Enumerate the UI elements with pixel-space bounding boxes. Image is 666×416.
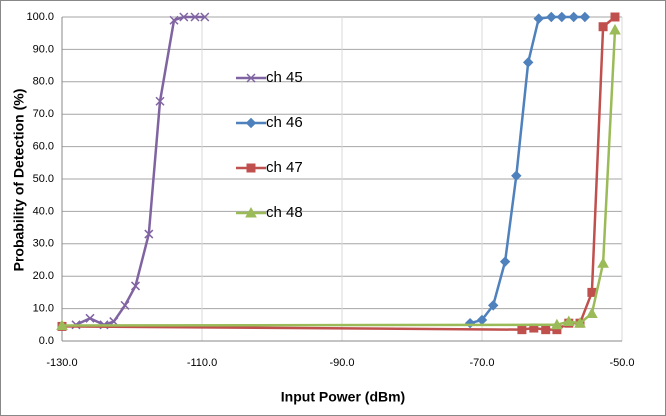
marker [190, 12, 200, 22]
legend-marker [246, 73, 256, 83]
y-tick-label: 60.0 [33, 141, 54, 153]
marker [562, 315, 575, 327]
y-tick-label: 90.0 [33, 43, 54, 55]
legend-marker [245, 206, 257, 218]
y-axis-title: Probability of Detection (%) [11, 89, 27, 272]
marker [155, 96, 165, 106]
marker [610, 12, 620, 22]
marker [568, 11, 579, 23]
y-tick-label: 0.0 [39, 335, 54, 347]
marker [179, 12, 189, 22]
y-tick-label: 30.0 [33, 238, 54, 250]
y-tick-label: 10.0 [33, 303, 54, 315]
marker [487, 300, 499, 311]
y-tick-label: 40.0 [33, 205, 54, 217]
y-tick-label: 20.0 [33, 270, 54, 282]
legend-label: ch 46 [266, 114, 303, 131]
legend-marker [245, 117, 257, 129]
marker [511, 170, 522, 181]
marker [85, 313, 95, 323]
legend-label: ch 47 [266, 159, 303, 176]
marker [522, 57, 534, 68]
x-tick-label: -70.0 [469, 357, 494, 369]
marker [546, 11, 557, 23]
legend-label: ch 45 [266, 69, 303, 86]
legend-label: ch 48 [266, 204, 303, 221]
marker [597, 257, 609, 268]
x-tick-label: -50.0 [609, 357, 634, 369]
marker [579, 11, 591, 23]
marker [533, 13, 544, 24]
y-tick-label: 50.0 [33, 173, 54, 185]
marker [56, 319, 68, 330]
marker [556, 11, 568, 23]
legend-marker [246, 163, 256, 173]
x-tick-label: -110.0 [187, 357, 217, 369]
marker [574, 317, 586, 328]
marker [517, 325, 527, 335]
y-tick-label: 80.0 [33, 76, 54, 88]
marker [169, 15, 179, 25]
marker [598, 22, 608, 32]
series-line [75, 15, 205, 327]
series-line [61, 16, 616, 331]
marker [200, 12, 210, 22]
y-tick-label: 100.0 [26, 11, 54, 23]
marker [499, 256, 511, 267]
y-tick-label: 70.0 [33, 108, 54, 120]
x-tick-label: -90.0 [329, 357, 354, 369]
marker [551, 318, 563, 330]
marker [144, 229, 154, 239]
marker [586, 307, 598, 318]
marker [541, 325, 551, 335]
marker [609, 23, 621, 35]
marker [120, 300, 130, 310]
marker [130, 281, 141, 291]
x-axis-title: Input Power (dBm) [281, 389, 405, 405]
x-tick-label: -130.0 [46, 357, 77, 369]
